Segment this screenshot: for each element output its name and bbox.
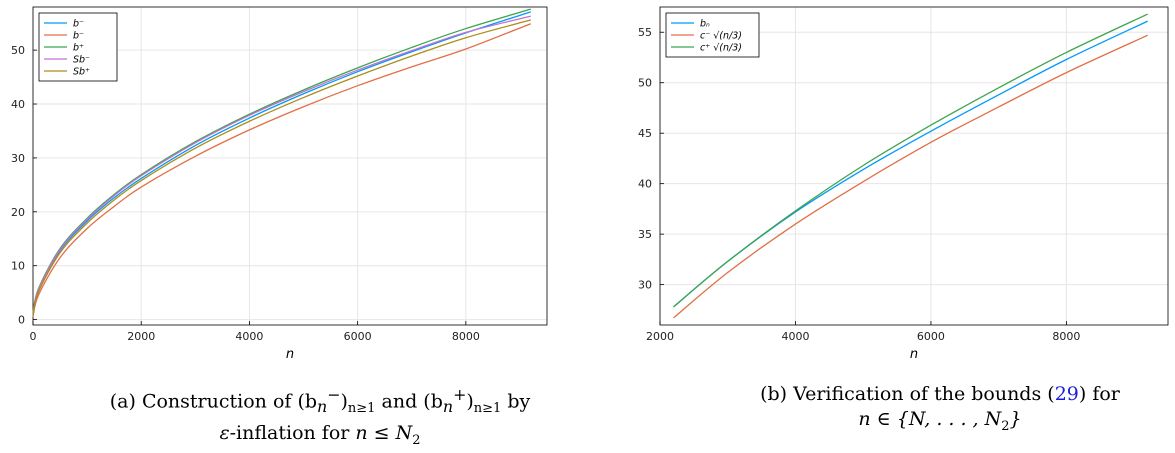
y-tick-label: 40 bbox=[11, 98, 25, 111]
y-tick-label: 20 bbox=[11, 206, 25, 219]
plot-frame bbox=[32, 6, 548, 326]
y-tick-label: 30 bbox=[11, 152, 25, 165]
chart-b: 2000 4000 6000 8000 30 35 40 45 50 55 n bₙc⁻ √(n/3)… bbox=[638, 6, 1169, 362]
series-line-0 bbox=[673, 20, 1148, 308]
y-tick-label: 0 bbox=[18, 314, 25, 327]
legend-label: b⁻ bbox=[73, 31, 84, 42]
x-tick-label: 4000 bbox=[235, 330, 263, 343]
x-tick-label: 6000 bbox=[344, 330, 372, 343]
legend-label: Sb⁺ bbox=[73, 67, 90, 78]
legend-label: bₙ bbox=[700, 19, 710, 30]
x-axis-label: n bbox=[286, 347, 294, 362]
y-tick-label: 10 bbox=[11, 260, 25, 273]
x-tick-label: 2000 bbox=[127, 330, 155, 343]
y-tick-label: 30 bbox=[638, 279, 652, 292]
series-line-2 bbox=[673, 13, 1148, 308]
y-tick-label: 55 bbox=[638, 26, 652, 39]
legend-label: c⁺ √(n/3) bbox=[700, 43, 742, 54]
y-tick-label: 40 bbox=[638, 178, 652, 191]
x-tick-label: 4000 bbox=[781, 330, 809, 343]
caption-b: (b) Verification of the bounds (29) for … bbox=[760, 383, 1120, 434]
series-line-3 bbox=[32, 15, 531, 314]
series-line-1 bbox=[673, 34, 1148, 319]
y-tick-label: 45 bbox=[638, 127, 652, 140]
x-tick-label: 0 bbox=[30, 330, 37, 343]
x-tick-label: 6000 bbox=[917, 330, 945, 343]
y-tick-label: 50 bbox=[638, 77, 652, 90]
chart-a: 0 2000 4000 6000 800001020304050nb⁻b⁻b⁺Sb⁻Sb… bbox=[11, 6, 548, 362]
y-tick-label: 35 bbox=[638, 228, 652, 241]
series-line-4 bbox=[32, 19, 531, 316]
caption-a: (a) Construction of (bn−)n≥1 and (bn+)n≥… bbox=[109, 385, 531, 448]
legend-label: b⁻ bbox=[73, 19, 84, 30]
x-tick-label: 2000 bbox=[646, 330, 674, 343]
citation-link[interactable]: 29 bbox=[1054, 383, 1079, 405]
legend-label: b⁺ bbox=[73, 43, 84, 54]
y-tick-label: 50 bbox=[11, 44, 25, 57]
x-axis-label: n bbox=[910, 347, 918, 362]
x-tick-label: 8000 bbox=[1052, 330, 1080, 343]
legend-label: Sb⁻ bbox=[73, 55, 90, 66]
x-tick-label: 8000 bbox=[452, 330, 480, 343]
series-line-1 bbox=[32, 23, 532, 318]
plot-frame bbox=[659, 6, 1169, 326]
legend-label: c⁻ √(n/3) bbox=[700, 31, 742, 42]
